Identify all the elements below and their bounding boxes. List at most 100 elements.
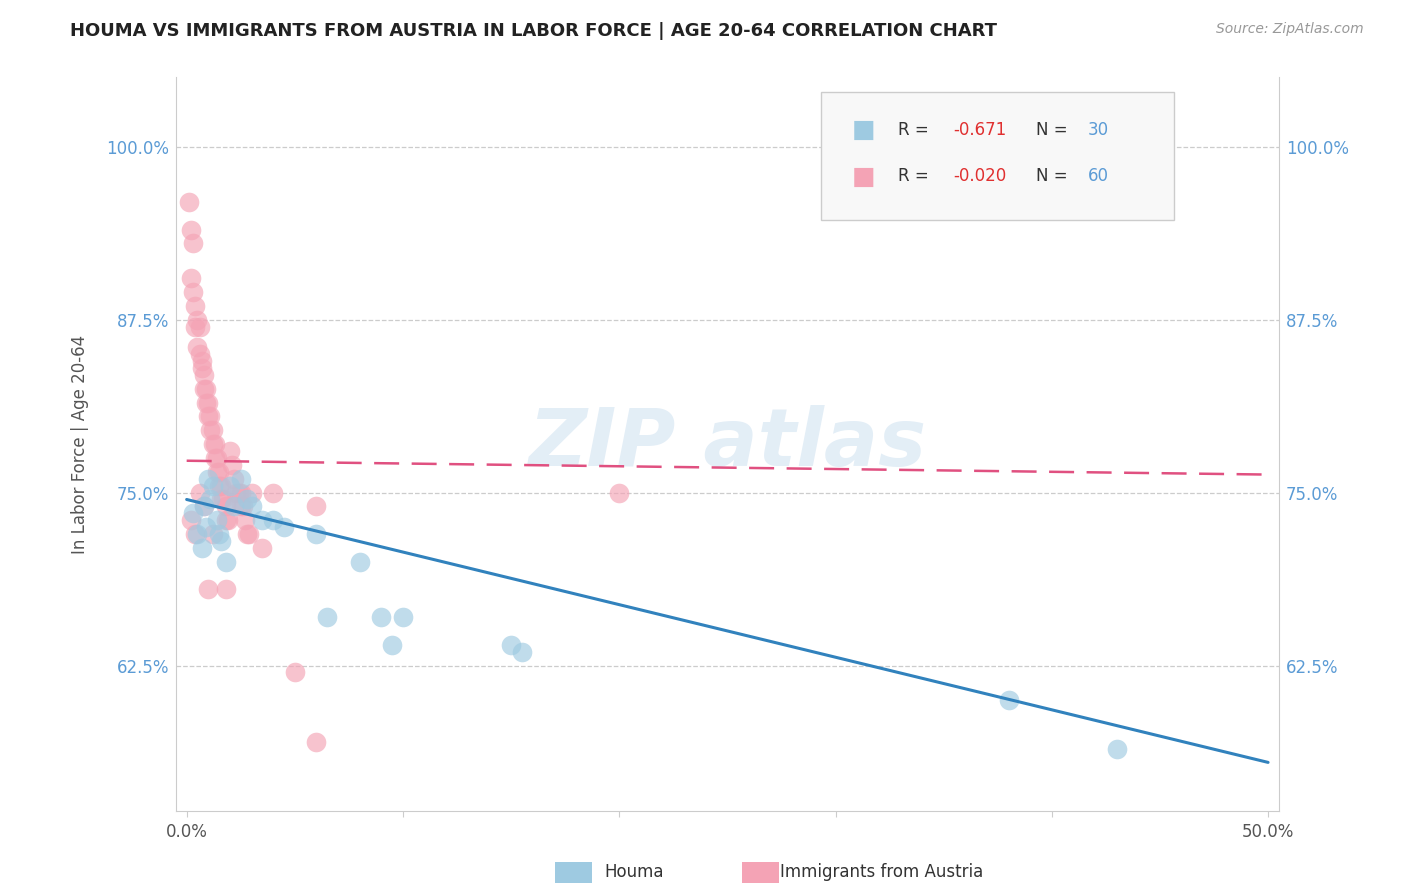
Point (997, 693, 1019, 707)
Point (240, 485, 263, 500)
Point (186, 340, 208, 354)
Point (219, 444, 242, 458)
Point (195, 395, 218, 409)
Point (370, 610, 392, 624)
Point (201, 478, 224, 492)
Point (236, 527, 259, 541)
Point (501, 638, 523, 652)
Point (238, 527, 260, 541)
Point (1105, 741, 1128, 756)
Point (214, 500, 236, 514)
Point (193, 368, 215, 382)
Point (229, 500, 252, 514)
Point (197, 395, 219, 409)
Point (197, 582, 219, 597)
Text: Immigrants from Austria: Immigrants from Austria (780, 863, 984, 881)
Text: ■: ■ (852, 119, 876, 142)
Point (212, 492, 235, 507)
Point (195, 382, 218, 396)
Point (204, 437, 226, 451)
Point (316, 610, 339, 624)
Point (228, 485, 250, 500)
Point (252, 513, 274, 527)
Point (305, 527, 328, 541)
Text: ZIP atlas: ZIP atlas (529, 405, 927, 483)
Text: R =: R = (898, 168, 935, 186)
Point (181, 236, 204, 251)
Point (205, 450, 228, 465)
Point (273, 520, 295, 534)
Point (209, 478, 232, 492)
Point (510, 645, 533, 659)
Point (305, 734, 328, 748)
Point (214, 582, 236, 597)
Point (224, 500, 246, 514)
Point (180, 513, 202, 527)
Point (381, 638, 404, 652)
Point (181, 285, 204, 299)
Point (191, 354, 214, 368)
Y-axis label: In Labor Force | Age 20-64: In Labor Force | Age 20-64 (72, 334, 89, 554)
Point (201, 527, 224, 541)
Point (204, 450, 226, 465)
Point (188, 347, 211, 361)
Text: R =: R = (898, 121, 935, 139)
Point (392, 610, 415, 624)
Point (208, 465, 231, 479)
Point (193, 500, 215, 514)
Point (205, 465, 228, 479)
Point (233, 513, 256, 527)
Point (184, 527, 207, 541)
Point (184, 299, 207, 313)
Point (214, 513, 236, 527)
Text: 30: 30 (1088, 121, 1109, 139)
Point (188, 319, 211, 334)
Point (200, 409, 222, 424)
Point (236, 492, 259, 507)
Point (240, 500, 263, 514)
Point (197, 472, 219, 486)
FancyBboxPatch shape (821, 92, 1174, 220)
Text: N =: N = (1036, 121, 1073, 139)
Text: Source: ZipAtlas.com: Source: ZipAtlas.com (1216, 22, 1364, 37)
Text: HOUMA VS IMMIGRANTS FROM AUSTRIA IN LABOR FORCE | AGE 20-64 CORRELATION CHART: HOUMA VS IMMIGRANTS FROM AUSTRIA IN LABO… (70, 22, 997, 40)
Point (200, 492, 222, 507)
Point (201, 437, 224, 451)
Point (186, 312, 208, 326)
Point (191, 541, 214, 555)
Point (224, 472, 246, 486)
Point (186, 527, 208, 541)
Point (177, 194, 200, 209)
Point (181, 506, 204, 520)
Point (284, 665, 307, 680)
Text: Houma: Houma (605, 863, 664, 881)
Point (208, 527, 231, 541)
Point (219, 478, 242, 492)
Point (193, 500, 215, 514)
Text: -0.671: -0.671 (953, 121, 1007, 139)
Text: N =: N = (1036, 168, 1073, 186)
Text: -0.020: -0.020 (953, 168, 1007, 186)
Point (197, 409, 219, 424)
Point (305, 500, 328, 514)
Point (607, 485, 630, 500)
Point (180, 222, 202, 236)
Point (214, 555, 236, 569)
Point (262, 485, 284, 500)
Point (193, 382, 215, 396)
Point (229, 485, 252, 500)
Point (349, 555, 371, 569)
Point (201, 423, 224, 437)
Point (208, 478, 231, 492)
Point (200, 423, 222, 437)
Point (191, 361, 214, 376)
Point (180, 271, 202, 285)
Point (209, 533, 232, 548)
Point (232, 500, 254, 514)
Point (229, 472, 252, 486)
Point (262, 513, 284, 527)
Text: 60: 60 (1088, 168, 1109, 186)
Point (188, 485, 211, 500)
Point (209, 492, 232, 507)
Point (184, 319, 207, 334)
